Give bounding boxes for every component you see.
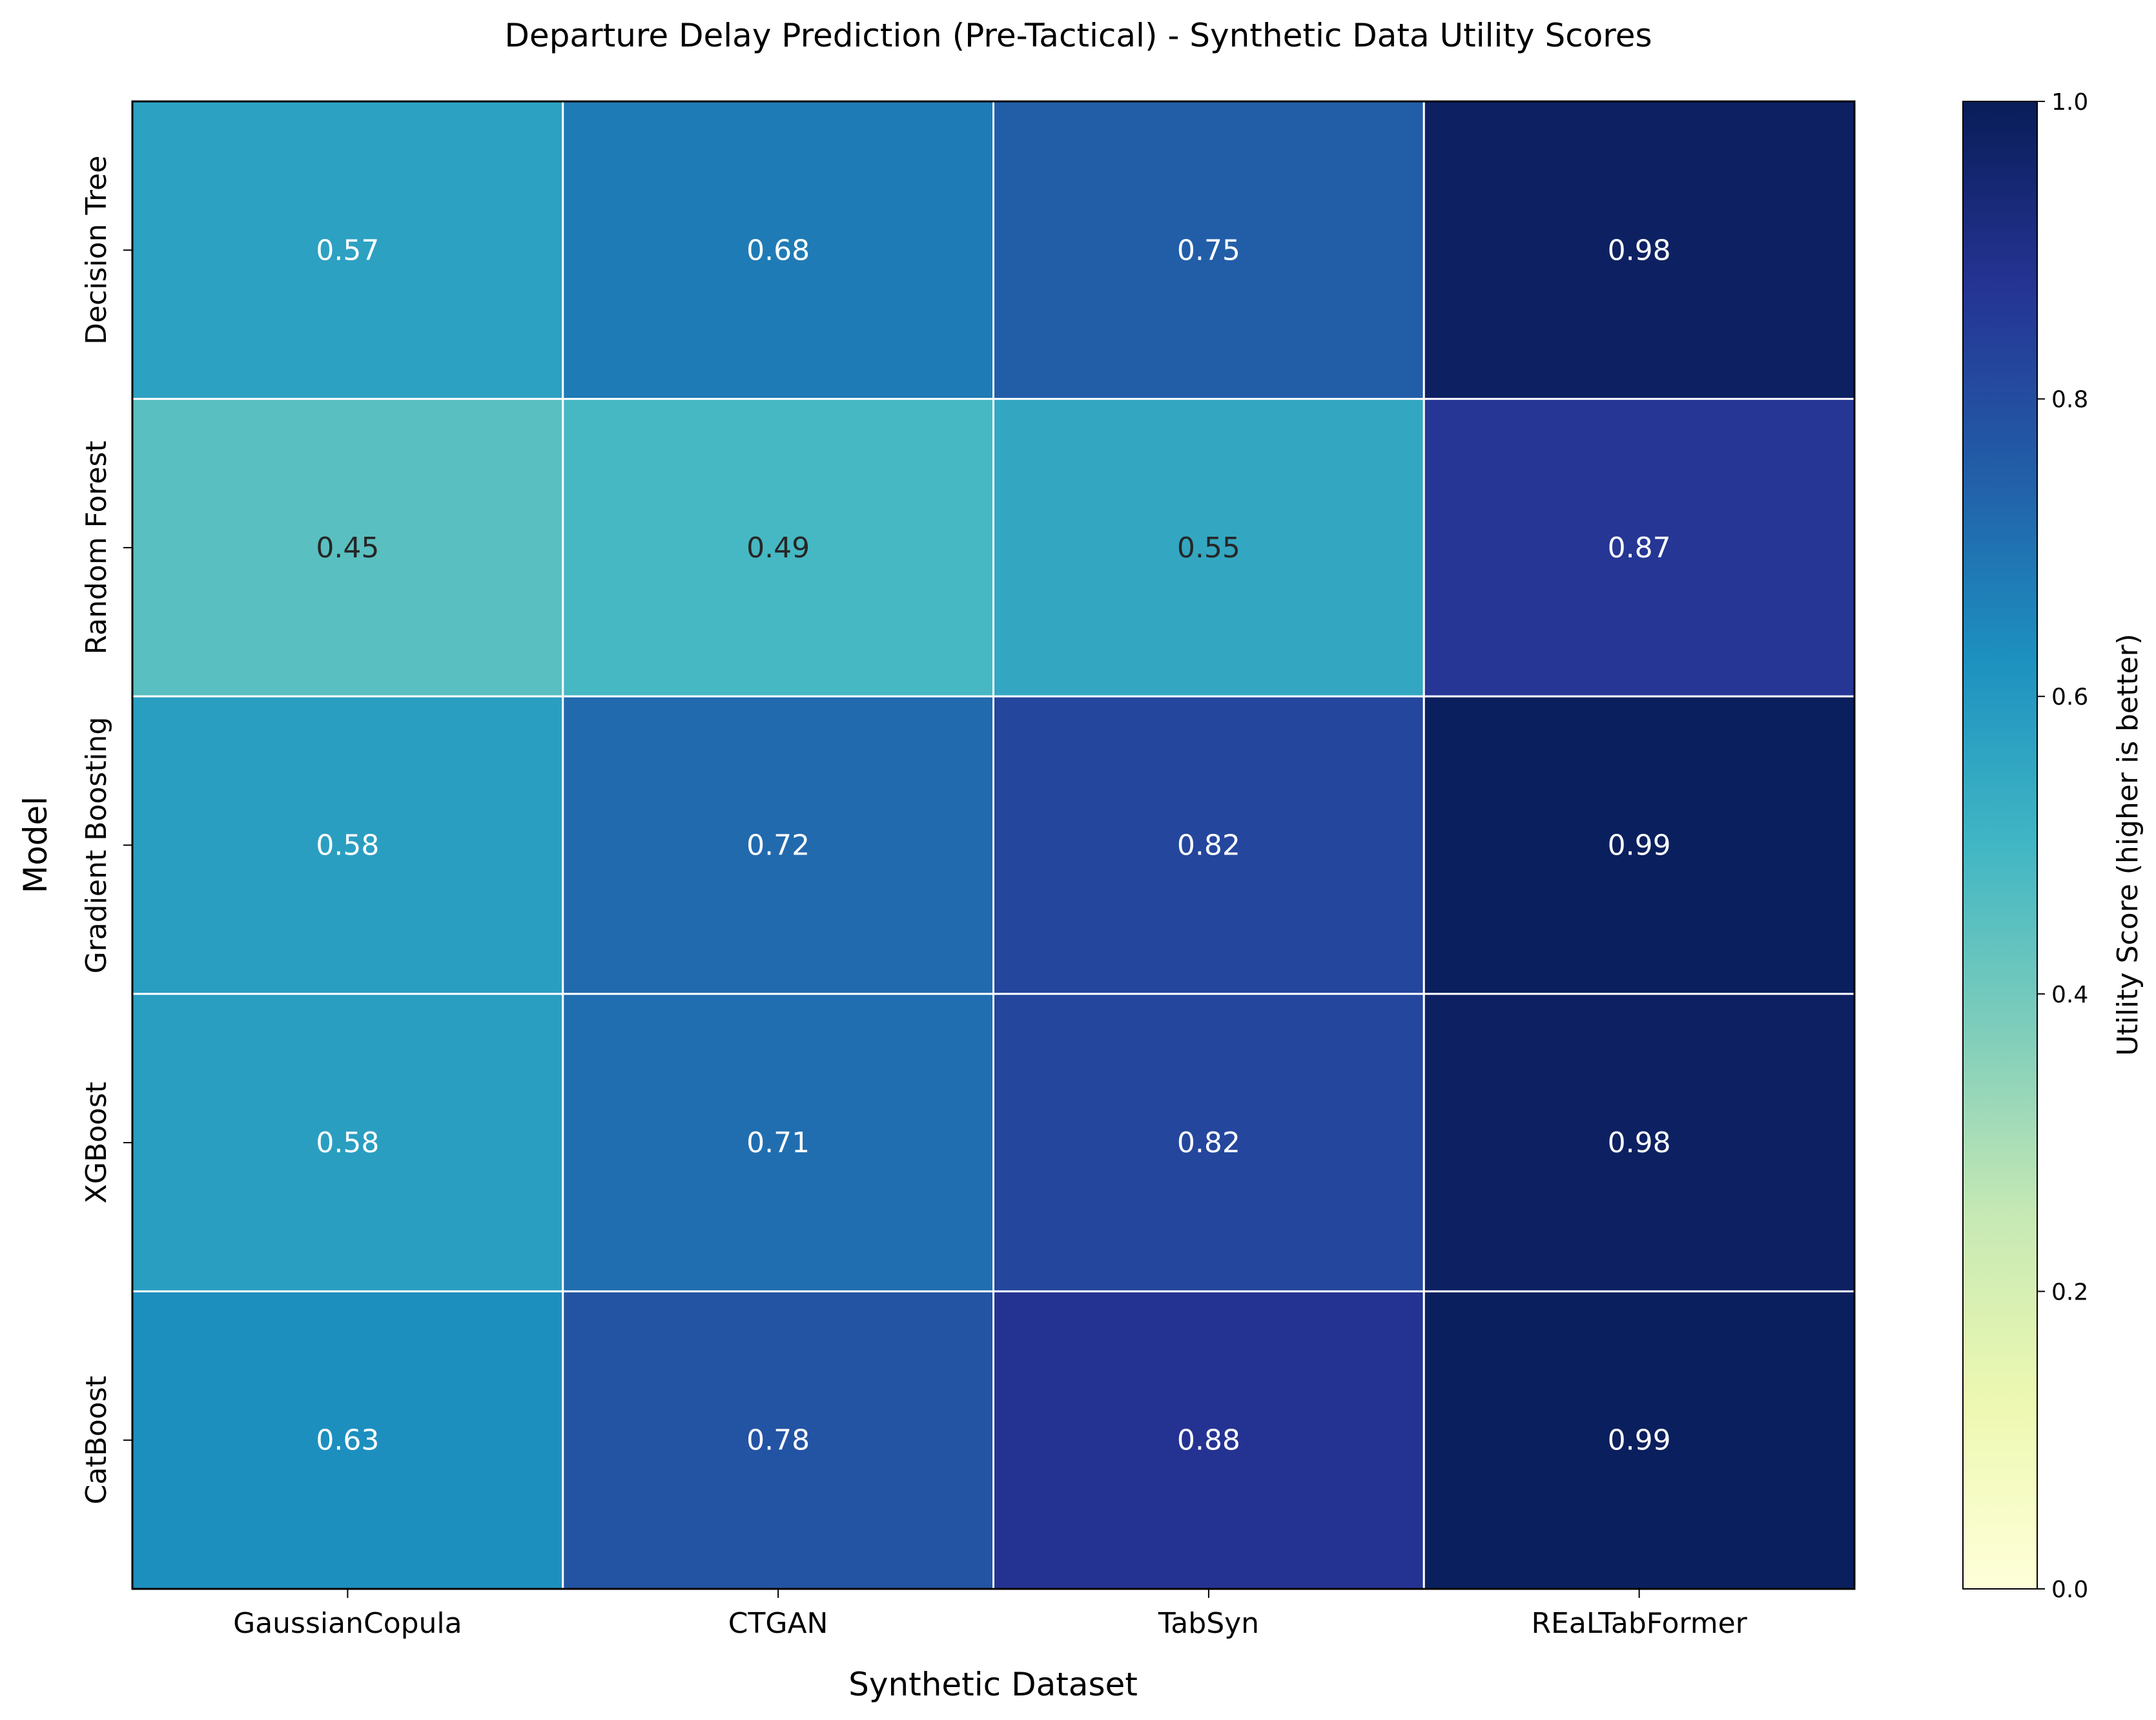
x-tick-label: CTGAN (728, 1607, 828, 1640)
colorbar-tick-label: 0.0 (2051, 1577, 2088, 1603)
y-axis-label: Model (17, 796, 54, 893)
cell-value-label: 0.57 (316, 234, 379, 267)
cell-value-label: 0.98 (1608, 234, 1671, 267)
cell-value-label: 0.58 (316, 829, 379, 862)
cell-value-label: 0.72 (746, 829, 810, 862)
heatmap-cell (562, 993, 994, 1292)
cell-value-label: 0.98 (1608, 1126, 1671, 1159)
cell-value-label: 0.68 (746, 234, 810, 267)
heatmap-cell (1422, 993, 1856, 1292)
cell-value-label: 0.78 (746, 1424, 810, 1457)
x-tick-label: REaLTabFormer (1531, 1607, 1747, 1640)
heatmap-cell (131, 993, 564, 1292)
heatmap-cell (1422, 1290, 1856, 1590)
heatmap-cell (1422, 398, 1856, 698)
heatmap-cell (562, 398, 994, 698)
x-tick-label: TabSyn (1158, 1607, 1259, 1640)
cell-value-label: 0.82 (1177, 829, 1240, 862)
cell-value-label: 0.75 (1177, 234, 1240, 267)
heatmap-cell (992, 1290, 1425, 1590)
colorbar-tick-label: 0.2 (2051, 1279, 2088, 1305)
cell-value-label: 0.99 (1608, 1424, 1671, 1457)
heatmap-cell-labels: 0.57 0.68 0.75 0.98 0.45 0.49 0.55 0.87 0.58 0.72… (316, 234, 1670, 1456)
cell-value-label: 0.87 (1608, 532, 1671, 565)
cell-value-label: 0.45 (316, 532, 379, 565)
x-axis-ticks: GaussianCopula CTGAN TabSyn REaLTabFormer (233, 1589, 1748, 1640)
heatmap-cell (992, 398, 1425, 698)
chart-title: Departure Delay Prediction (Pre-Tactical… (504, 17, 1652, 54)
y-axis-ticks: Decision Tree Random Forest Gradient Boost… (80, 156, 132, 1504)
colorbar-tick-label: 0.6 (2051, 684, 2088, 710)
y-tick-label: Gradient Boosting (80, 717, 113, 974)
y-tick-label: Decision Tree (80, 156, 113, 345)
cell-value-label: 0.49 (746, 532, 810, 565)
heatmap-cell (131, 398, 564, 698)
cell-value-label: 0.82 (1177, 1126, 1240, 1159)
heatmap-cell (131, 100, 564, 400)
heatmap-cell (992, 993, 1425, 1292)
colorbar-tick-label: 0.8 (2051, 387, 2088, 413)
cell-value-label: 0.71 (746, 1126, 810, 1159)
heatmap-cell (131, 1290, 564, 1590)
heatmap-cell (562, 1290, 994, 1590)
cell-value-label: 0.58 (316, 1126, 379, 1159)
cell-value-label: 0.63 (316, 1424, 379, 1457)
cell-value-label: 0.88 (1177, 1424, 1240, 1457)
y-tick-label: XGBoost (80, 1082, 113, 1203)
colorbar-ticks: 0.0 0.2 0.4 0.6 0.8 1.0 (2037, 89, 2088, 1603)
colorbar-label: Utility Score (higher is better) (2111, 634, 2144, 1056)
heatmap-cell (1422, 100, 1856, 400)
colorbar-tick-label: 0.4 (2051, 982, 2088, 1008)
heatmap-cell (562, 695, 994, 995)
heatmap-cell (562, 100, 994, 400)
cell-value-label: 0.99 (1608, 829, 1671, 862)
x-axis-label: Synthetic Dataset (848, 1666, 1138, 1703)
y-tick-label: CatBoost (80, 1376, 113, 1504)
cell-value-label: 0.55 (1177, 532, 1240, 565)
colorbar-tick-label: 1.0 (2051, 89, 2088, 116)
colorbar (1962, 101, 2038, 1590)
y-tick-label: Random Forest (80, 440, 113, 654)
heatmap-cell (1422, 695, 1856, 995)
heatmap-cells (131, 100, 1856, 1590)
x-tick-label: GaussianCopula (233, 1607, 462, 1640)
